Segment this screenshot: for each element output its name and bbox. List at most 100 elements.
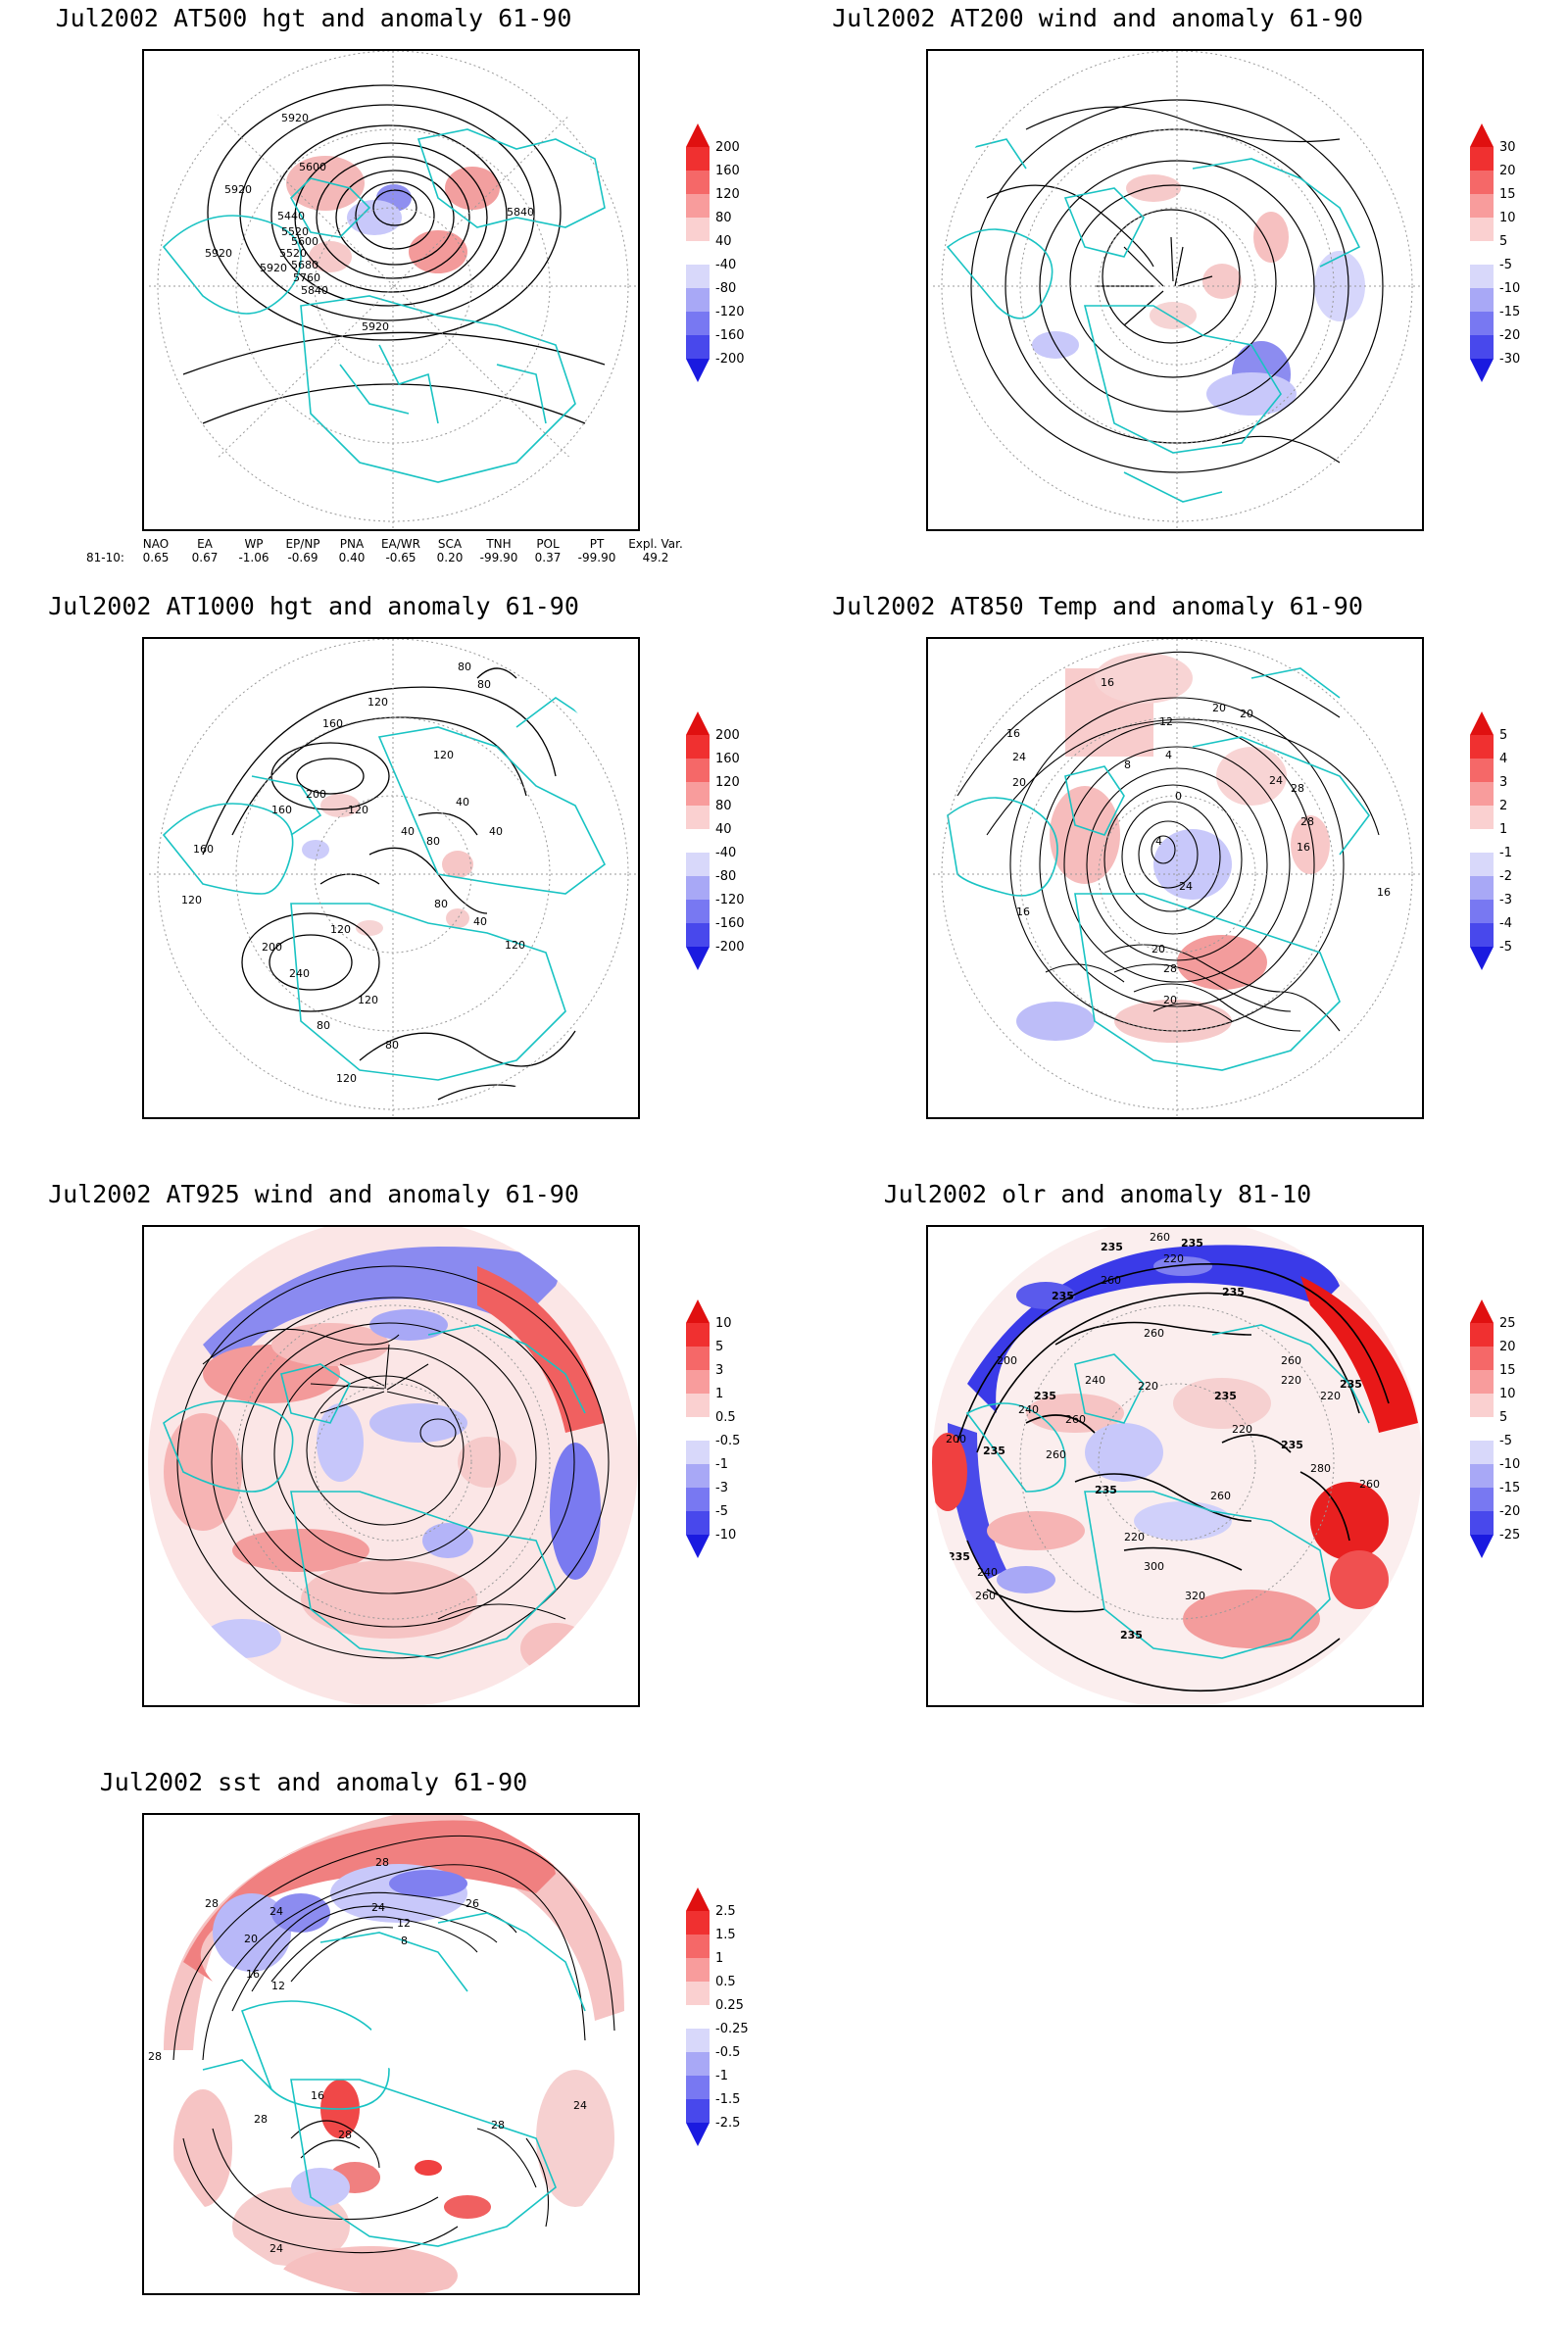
colorbar-label: -1 [715,1457,728,1472]
colorbar-label: 15 [1499,187,1516,202]
contour-label: 220 [1281,1374,1301,1387]
contour-label: 120 [336,1072,357,1085]
contour-label: 160 [322,717,343,730]
contour-label: 80 [317,1019,330,1032]
contour-label: 235 [1095,1484,1117,1496]
contour-label: 235 [1340,1378,1362,1391]
index-row-label: 81-10: [86,551,124,564]
colorbar-svg: 5 4 3 2 1 -1 -2 -3 -4 -5 [1470,711,1512,970]
contour-label: 235 [1052,1290,1074,1302]
contour-label: 260 [1281,1354,1301,1367]
colorbar-label: -5 [715,1504,728,1519]
contour-label: 26 [466,1897,479,1910]
colorbar-label: 20 [1499,1340,1516,1354]
colorbar-label: 0.25 [715,1998,744,2013]
contour-label: 28 [148,2050,162,2063]
colorbar-label: 120 [715,775,740,790]
colorbar-label: -4 [1499,916,1512,931]
colorbar-label: -30 [1499,352,1520,367]
contour-label: 235 [1281,1439,1303,1451]
contour-label: 260 [1144,1327,1164,1340]
contour-label: 235 [948,1550,970,1563]
colorbar-label: -5 [1499,940,1512,955]
contour-label: 120 [368,696,388,709]
colorbar-label: 10 [1499,1387,1516,1401]
contour-label: 4 [1165,749,1172,761]
index-value: -1.06 [238,551,270,564]
colorbar-label: 15 [1499,1363,1516,1378]
polar-map: 5920 5920 5600 5440 5520 5520 5600 5680 … [148,51,638,529]
contour-label: 5600 [291,235,318,248]
contour-label: 5840 [301,284,328,297]
contour-label: 20 [1212,702,1226,714]
contour-label: 24 [270,2242,283,2255]
colorbar-label: 3 [1499,775,1507,790]
colorbar-label: 80 [715,211,732,225]
colorbar: 200 160 120 80 40 -40 -80 -120 -160 -200 [686,123,804,457]
colorbar-label: -3 [1499,893,1512,907]
map-frame [142,1225,640,1707]
index-header: PT [589,537,605,551]
colorbar-label: 0.5 [715,1975,736,1989]
colorbar: 5 4 3 2 1 -1 -2 -3 -4 -5 [1470,711,1568,1045]
contour-label: 28 [1291,782,1304,795]
panel-title: Jul2002 AT850 Temp and anomaly 61-90 [832,592,1363,620]
colorbar: 30 20 15 10 5 -5 -10 -15 -20 -30 [1470,123,1568,457]
panel-title: Jul2002 olr and anomaly 81-10 [883,1180,1312,1208]
polar-map: 28 28 24 24 20 16 12 12 8 26 28 28 28 24… [148,1815,638,2293]
contour-label: 280 [1310,1462,1331,1475]
contour-label: 220 [1232,1423,1252,1436]
contour-label: 12 [271,1980,285,1992]
contour-label: 240 [1018,1403,1039,1416]
contour-label: 16 [246,1968,260,1981]
colorbar-label: -1 [1499,846,1512,860]
colorbar-label: 80 [715,799,732,813]
colorbar-label: -80 [715,281,736,296]
contour-label: 220 [1163,1252,1184,1265]
contour-label: 220 [1124,1531,1145,1544]
colorbar-svg: 200 160 120 80 40 -40 -80 -120 -160 -200 [686,711,745,970]
index-header: PNA [339,537,365,551]
colorbar-label: -10 [715,1528,736,1543]
polar-map: 260 235 235 220 260 235 235 260 200 240 … [932,1227,1422,1705]
colorbar-label: 5 [715,1340,723,1354]
contour-label: 220 [1320,1390,1341,1402]
contour-label: 20 [1152,943,1165,956]
contour-label: 80 [477,678,491,691]
contour-label: 120 [358,994,378,1006]
contour-label: 235 [1120,1629,1143,1642]
contour-label: 8 [401,1935,408,1947]
panel-title: Jul2002 AT500 hgt and anomaly 61-90 [55,4,572,32]
contour-label: 235 [1101,1241,1123,1253]
colorbar-label: 120 [715,187,740,202]
contour-label: 0 [1175,790,1182,803]
contour-label: 20 [244,1933,258,1945]
contour-label: 20 [1240,708,1253,720]
contour-label: 260 [1065,1413,1086,1426]
colorbar-label: -0.25 [715,2022,749,2036]
index-header: TNH [486,537,512,551]
contour-label: 200 [262,941,282,954]
contour-label: 260 [975,1590,996,1602]
colorbar-svg: 10 5 3 1 0.5 -0.5 -1 -3 -5 -10 [686,1299,740,1558]
contour-label: 16 [311,2089,324,2102]
colorbar-label: -10 [1499,1457,1520,1472]
contour-label: 4 [1155,835,1162,848]
panel-olr: Jul2002 olr and anomaly 81-10 [784,1176,1568,1744]
contour-label: 5920 [224,183,252,196]
contour-label: 26 [173,2201,187,2214]
colorbar-label: 40 [715,822,732,837]
colorbar: 25 20 15 10 5 -5 -10 -15 -20 -25 [1470,1299,1568,1633]
contour-label: 120 [433,749,454,761]
colorbar-label: -120 [715,893,745,907]
index-value: -99.90 [479,551,518,564]
colorbar-svg: 2.5 1.5 1 0.5 0.25 -0.25 -0.5 -1 -1.5 -2… [686,1887,749,2146]
colorbar-label: 4 [1499,752,1507,766]
contour-label: 260 [1046,1448,1066,1461]
contour-label: 24 [1179,880,1193,893]
colorbar-label: 0.5 [715,1410,736,1425]
colorbar-label: -0.5 [715,2045,740,2060]
contour-label: 12 [397,1917,411,1930]
contour-label: 5920 [281,112,309,124]
colorbar-label: 2 [1499,799,1507,813]
